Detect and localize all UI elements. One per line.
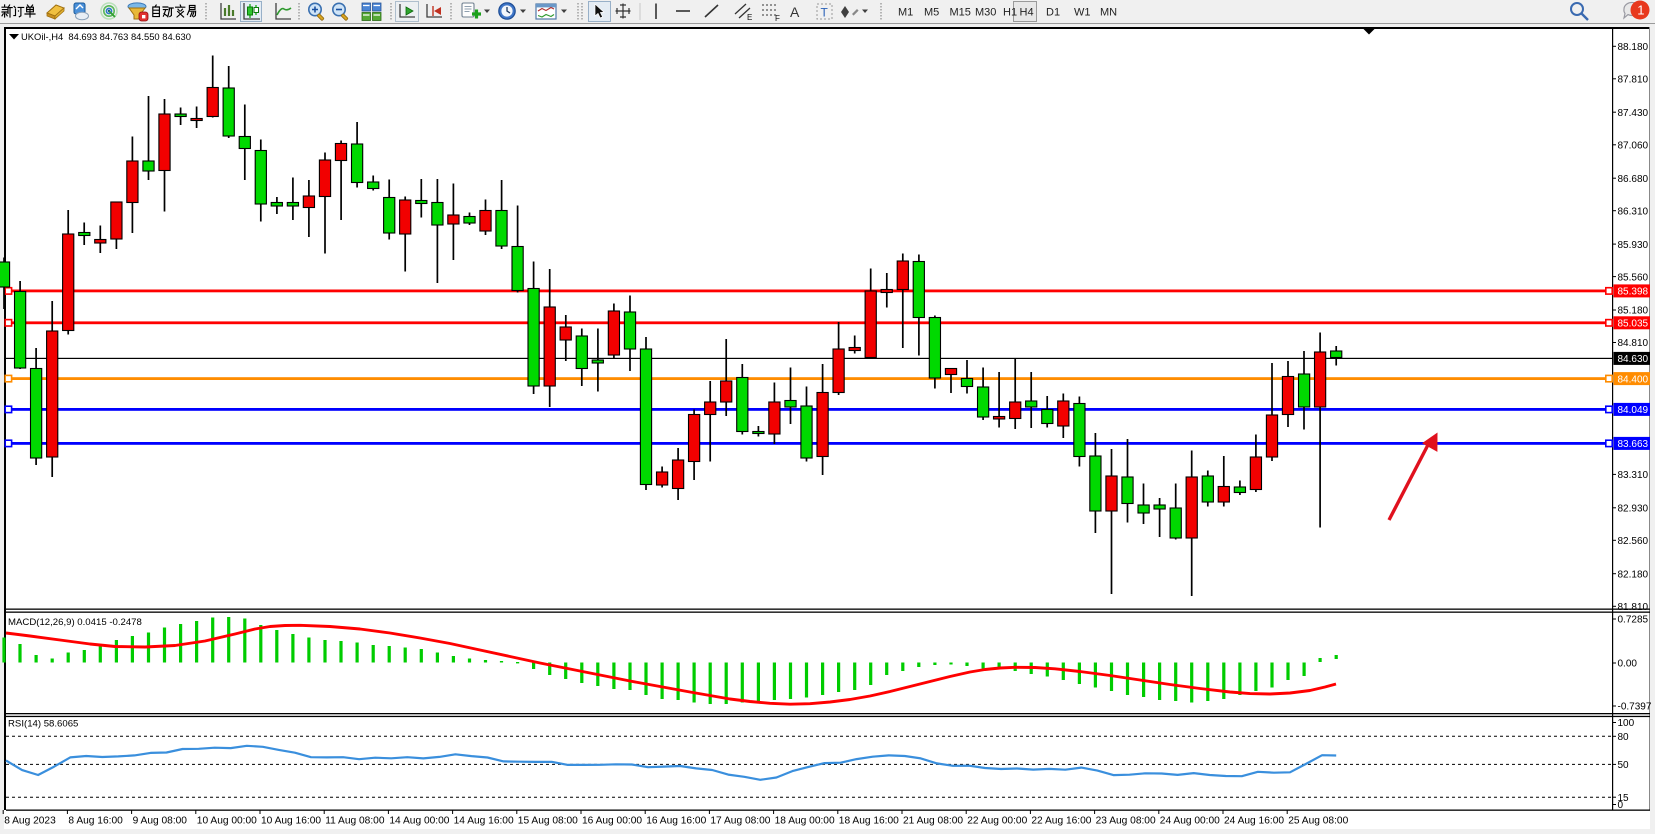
svg-text:87.430: 87.430 bbox=[1618, 108, 1649, 119]
svg-text:15: 15 bbox=[1618, 793, 1630, 804]
svg-text:MACD(12,26,9) 0.0415 -0.2478: MACD(12,26,9) 0.0415 -0.2478 bbox=[8, 617, 142, 628]
svg-text:M5: M5 bbox=[924, 6, 939, 18]
svg-text:8 Aug 16:00: 8 Aug 16:00 bbox=[68, 816, 123, 827]
svg-text:H4: H4 bbox=[1020, 6, 1034, 18]
svg-text:M15: M15 bbox=[950, 6, 971, 18]
svg-text:82.180: 82.180 bbox=[1618, 569, 1649, 580]
svg-text:8 Aug 2023: 8 Aug 2023 bbox=[4, 816, 56, 827]
svg-text:15 Aug 08:00: 15 Aug 08:00 bbox=[518, 816, 578, 827]
svg-text:10 Aug 00:00: 10 Aug 00:00 bbox=[197, 816, 257, 827]
svg-text:10 Aug 16:00: 10 Aug 16:00 bbox=[261, 816, 321, 827]
svg-text:W1: W1 bbox=[1074, 6, 1091, 18]
svg-text:-0.7397: -0.7397 bbox=[1618, 702, 1652, 713]
svg-text:UKOil-,H4 84.693 84.763 84.55: UKOil-,H4 84.693 84.763 84.550 84.630 bbox=[21, 31, 191, 42]
svg-text:17 Aug 08:00: 17 Aug 08:00 bbox=[710, 816, 770, 827]
svg-text:MN: MN bbox=[1100, 6, 1117, 18]
svg-text:M1: M1 bbox=[898, 6, 913, 18]
svg-text:86.680: 86.680 bbox=[1618, 174, 1649, 185]
svg-text:25 Aug 08:00: 25 Aug 08:00 bbox=[1288, 816, 1348, 827]
svg-text:82.560: 82.560 bbox=[1618, 536, 1649, 547]
svg-text:100: 100 bbox=[1618, 718, 1635, 729]
svg-text:50: 50 bbox=[1618, 760, 1630, 771]
svg-text:16 Aug 16:00: 16 Aug 16:00 bbox=[646, 816, 706, 827]
svg-text:86.310: 86.310 bbox=[1618, 206, 1649, 217]
svg-text:A: A bbox=[790, 4, 800, 20]
svg-text:M30: M30 bbox=[975, 6, 996, 18]
svg-text:22 Aug 00:00: 22 Aug 00:00 bbox=[967, 816, 1027, 827]
svg-text:16 Aug 00:00: 16 Aug 00:00 bbox=[582, 816, 642, 827]
svg-text:0.00: 0.00 bbox=[1618, 659, 1638, 670]
svg-text:24 Aug 16:00: 24 Aug 16:00 bbox=[1224, 816, 1284, 827]
svg-text:9 Aug 08:00: 9 Aug 08:00 bbox=[133, 816, 188, 827]
svg-text:82.930: 82.930 bbox=[1618, 504, 1649, 515]
svg-text:85.180: 85.180 bbox=[1618, 306, 1649, 317]
svg-text:0.7285: 0.7285 bbox=[1618, 615, 1649, 626]
svg-text:D1: D1 bbox=[1046, 6, 1060, 18]
svg-text:21 Aug 08:00: 21 Aug 08:00 bbox=[903, 816, 963, 827]
svg-text:18 Aug 00:00: 18 Aug 00:00 bbox=[775, 816, 835, 827]
svg-text:E: E bbox=[747, 13, 752, 22]
svg-text:24 Aug 00:00: 24 Aug 00:00 bbox=[1160, 816, 1220, 827]
svg-text:81.810: 81.810 bbox=[1618, 602, 1649, 613]
svg-text:F: F bbox=[775, 14, 780, 23]
svg-text:84.630: 84.630 bbox=[1618, 354, 1649, 365]
svg-text:84.049: 84.049 bbox=[1618, 405, 1649, 416]
svg-text:RSI(14) 58.6065: RSI(14) 58.6065 bbox=[8, 719, 78, 730]
svg-text:84.400: 84.400 bbox=[1618, 374, 1649, 385]
svg-text:22 Aug 16:00: 22 Aug 16:00 bbox=[1031, 816, 1091, 827]
svg-text:85.560: 85.560 bbox=[1618, 272, 1649, 283]
svg-text:H1: H1 bbox=[1003, 6, 1017, 18]
svg-text:83.310: 83.310 bbox=[1618, 470, 1649, 481]
svg-text:18 Aug 16:00: 18 Aug 16:00 bbox=[839, 816, 899, 827]
svg-text:T: T bbox=[821, 6, 829, 20]
svg-text:85.398: 85.398 bbox=[1618, 287, 1649, 298]
svg-text:83.663: 83.663 bbox=[1618, 439, 1649, 450]
svg-text:14 Aug 00:00: 14 Aug 00:00 bbox=[389, 816, 449, 827]
svg-text:87.810: 87.810 bbox=[1618, 75, 1649, 86]
svg-text:85.930: 85.930 bbox=[1618, 240, 1649, 251]
svg-text:0: 0 bbox=[1618, 800, 1624, 811]
svg-text:23 Aug 08:00: 23 Aug 08:00 bbox=[1096, 816, 1156, 827]
svg-text:88.180: 88.180 bbox=[1618, 42, 1649, 53]
svg-text:84.810: 84.810 bbox=[1618, 338, 1649, 349]
svg-text:14 Aug 16:00: 14 Aug 16:00 bbox=[454, 816, 514, 827]
svg-text:80: 80 bbox=[1618, 732, 1630, 743]
svg-text:85.035: 85.035 bbox=[1618, 319, 1649, 330]
svg-text:87.060: 87.060 bbox=[1618, 141, 1649, 152]
svg-text:11 Aug 08:00: 11 Aug 08:00 bbox=[325, 816, 385, 827]
svg-text:1: 1 bbox=[1637, 3, 1644, 18]
